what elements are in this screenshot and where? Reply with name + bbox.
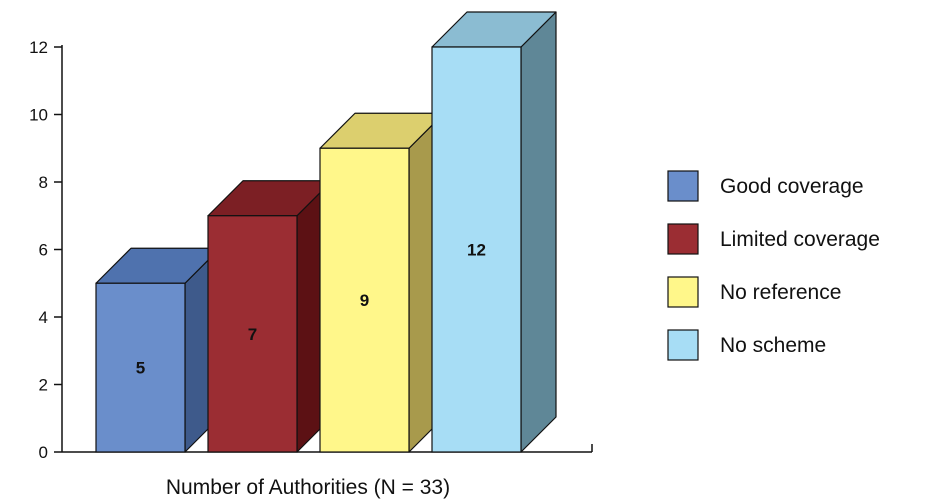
y-tick-label: 10 [29, 106, 48, 125]
bar-value-label: 12 [467, 241, 486, 260]
bar-group: 7 [207, 180, 333, 453]
legend-item: No reference [667, 276, 841, 308]
bar-value-label: 7 [248, 325, 257, 344]
bar [207, 215, 298, 453]
legend-item: No scheme [667, 329, 826, 361]
legend: Good coverage Limited coverage No referenc… [667, 170, 880, 361]
x-axis-label: Number of Authorities (N = 33) [166, 476, 450, 499]
bar-value-label: 9 [360, 291, 369, 310]
legend-label: No reference [720, 281, 841, 304]
y-tick-label: 6 [39, 241, 48, 260]
y-tick-label: 4 [39, 308, 48, 327]
legend-label: Limited coverage [720, 228, 880, 251]
y-tick-label: 8 [39, 173, 48, 192]
legend-swatch [667, 329, 699, 361]
bar-group: 5 [95, 247, 221, 453]
y-tick-label: 12 [29, 38, 48, 57]
legend-item: Limited coverage [667, 223, 880, 255]
legend-swatch [667, 223, 699, 255]
bars: 5 7 9 12 [95, 11, 557, 453]
bar-value-label: 5 [136, 359, 145, 378]
legend-swatch [667, 170, 699, 202]
y-tick-label: 2 [39, 376, 48, 395]
y-tick-label: 0 [39, 443, 48, 462]
legend-label: No scheme [720, 334, 826, 357]
bar-side [520, 11, 557, 453]
y-ticks: 0 2 4 6 8 10 12 [29, 38, 62, 462]
bar-group: 12 [431, 11, 557, 453]
bar [319, 147, 410, 453]
bar [431, 46, 522, 453]
legend-item: Good coverage [667, 170, 864, 202]
legend-swatch [667, 276, 699, 308]
legend-label: Good coverage [720, 175, 864, 198]
bar-group: 9 [319, 112, 445, 453]
bar [95, 282, 186, 453]
